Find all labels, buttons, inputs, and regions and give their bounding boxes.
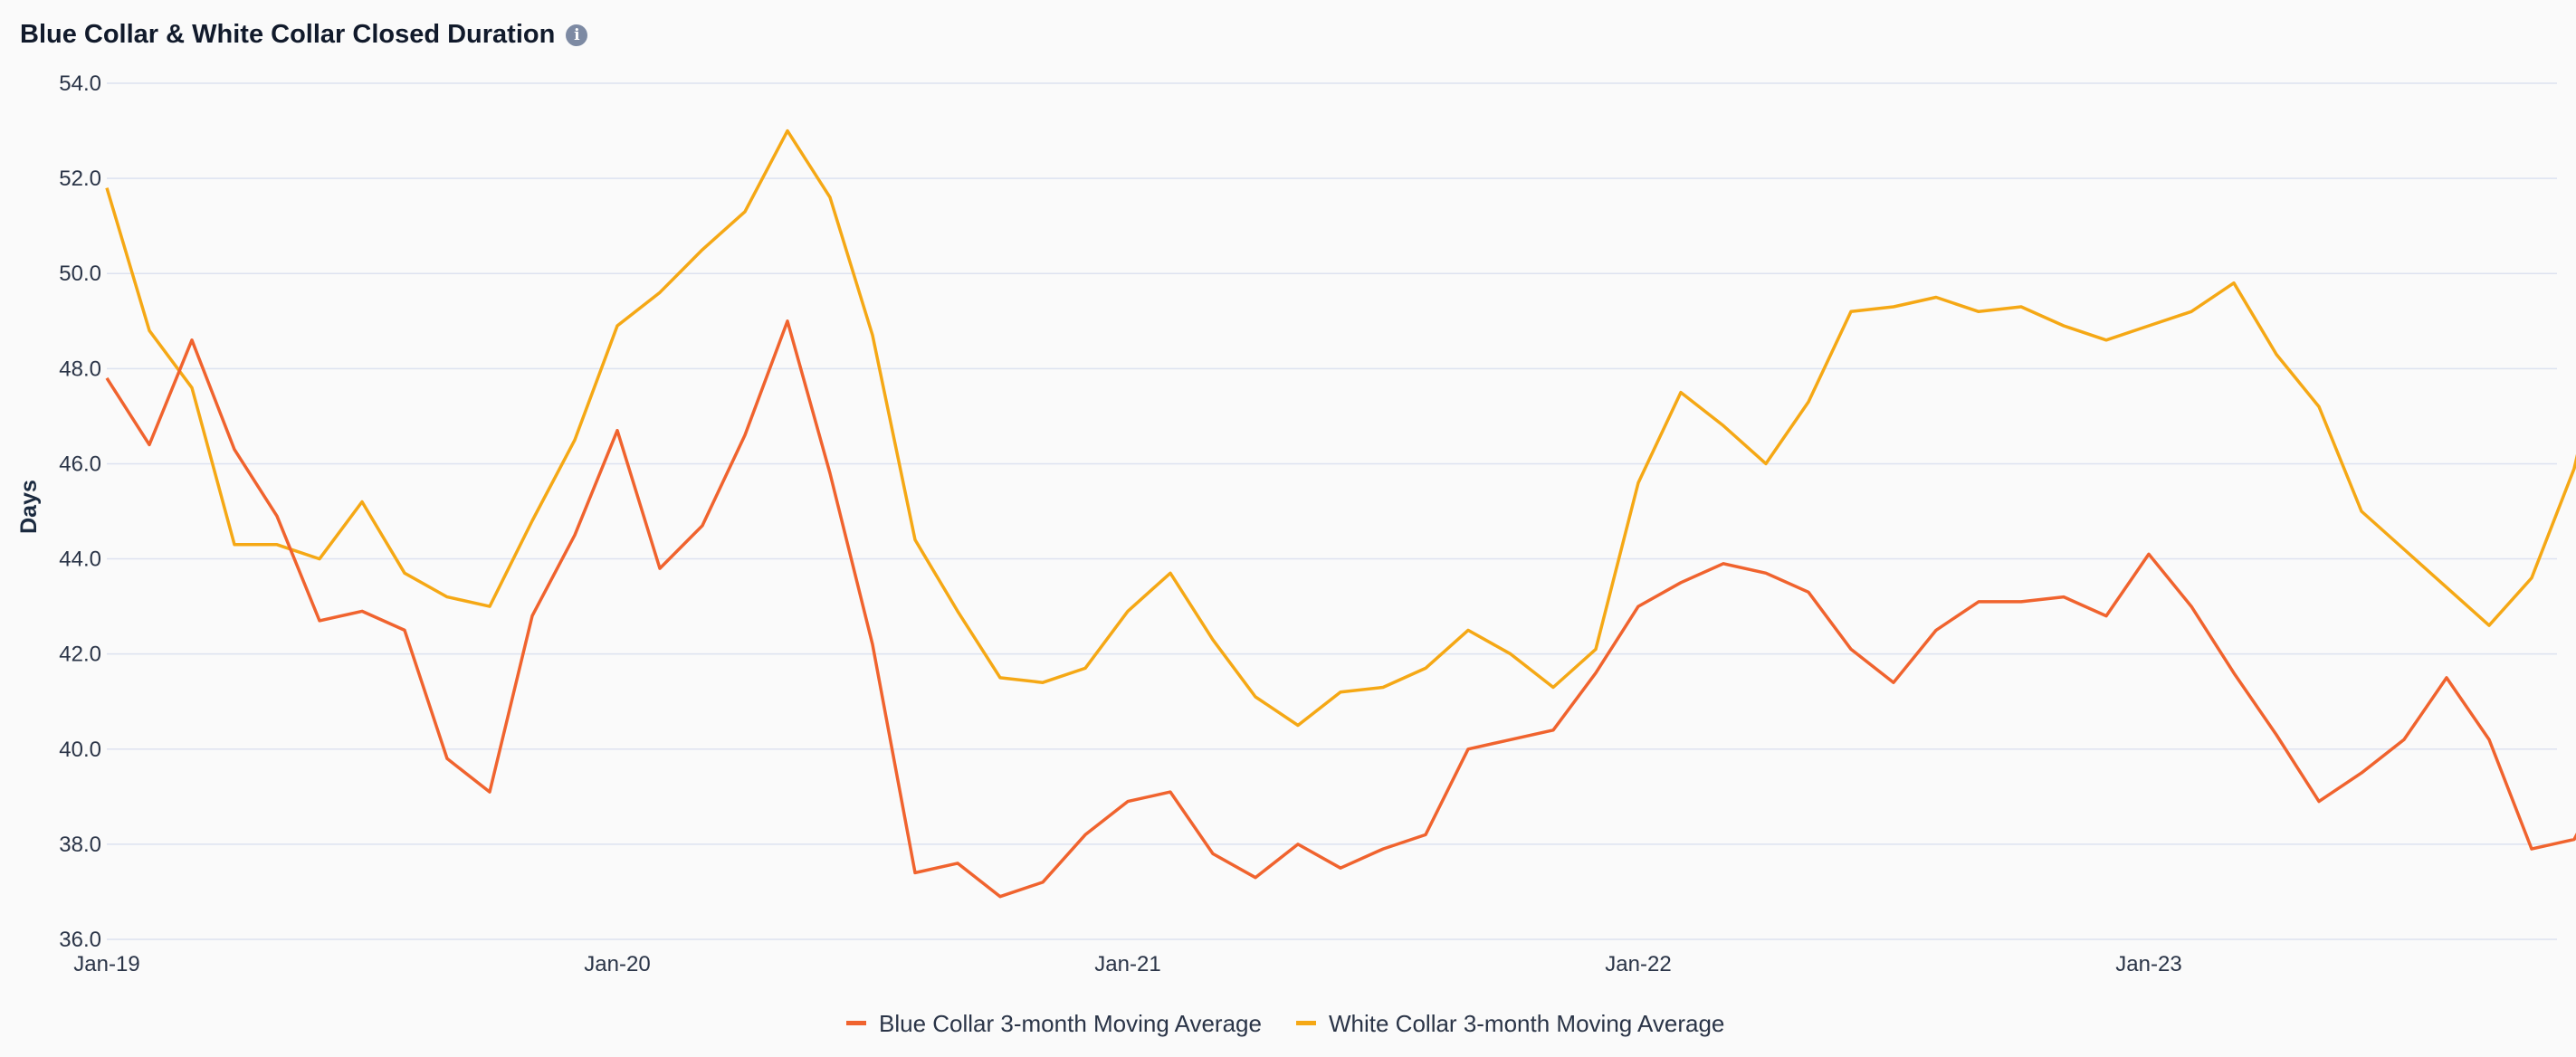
x-tick-label: Jan-20 bbox=[584, 952, 650, 976]
y-tick-label: 40.0 bbox=[59, 738, 101, 762]
legend-swatch bbox=[846, 1021, 866, 1025]
y-axis-ticks: 36.0 38.0 40.0 42.0 44.0 46.0 48.0 50.0 52.0 54.0 bbox=[59, 71, 101, 952]
series-lines bbox=[105, 129, 2576, 899]
x-tick-label: Jan-21 bbox=[1094, 952, 1160, 976]
x-tick-label: Jan-22 bbox=[1605, 952, 1671, 976]
y-axis-title: Days bbox=[16, 480, 42, 534]
y-tick-label: 42.0 bbox=[59, 643, 101, 667]
series-line-blue-collar[interactable] bbox=[105, 319, 2576, 899]
y-tick-label: 52.0 bbox=[59, 167, 101, 191]
series-line-white-collar[interactable] bbox=[105, 129, 2576, 728]
y-tick-label: 44.0 bbox=[59, 548, 101, 572]
info-icon[interactable]: i bbox=[566, 24, 588, 46]
y-tick-label: 48.0 bbox=[59, 357, 101, 381]
x-tick-label: Jan-19 bbox=[73, 952, 139, 976]
y-tick-label: 36.0 bbox=[59, 928, 101, 952]
x-tick-label: Jan-23 bbox=[2115, 952, 2181, 976]
legend: Blue Collar 3-month Moving Average White … bbox=[846, 1010, 1724, 1037]
legend-label: White Collar 3-month Moving Average bbox=[1329, 1010, 1724, 1037]
chart-title: Blue Collar & White Collar Closed Durati… bbox=[20, 20, 556, 49]
y-tick-label: 50.0 bbox=[59, 262, 101, 286]
y-tick-label: 38.0 bbox=[59, 833, 101, 857]
legend-item-blue-collar[interactable]: Blue Collar 3-month Moving Average bbox=[846, 1010, 1262, 1037]
legend-label: Blue Collar 3-month Moving Average bbox=[879, 1010, 1262, 1037]
y-tick-label: 54.0 bbox=[59, 71, 101, 96]
grid-lines bbox=[107, 82, 2557, 940]
chart-header: Blue Collar & White Collar Closed Durati… bbox=[20, 20, 588, 50]
legend-item-white-collar[interactable]: White Collar 3-month Moving Average bbox=[1296, 1010, 1724, 1037]
y-tick-label: 46.0 bbox=[59, 452, 101, 476]
legend-swatch bbox=[1296, 1021, 1316, 1025]
